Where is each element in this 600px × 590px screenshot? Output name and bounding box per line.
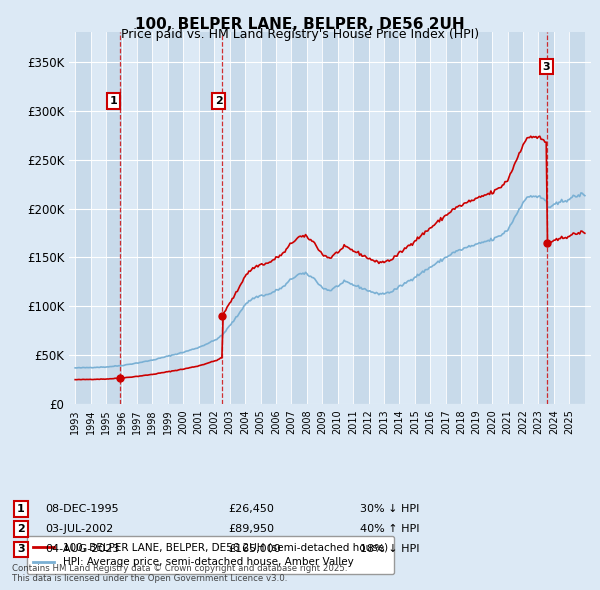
Text: 2: 2 (215, 96, 223, 106)
Text: 1: 1 (110, 96, 118, 106)
Text: 1: 1 (17, 504, 25, 514)
Text: 40% ↑ HPI: 40% ↑ HPI (360, 525, 419, 534)
Text: Price paid vs. HM Land Registry's House Price Index (HPI): Price paid vs. HM Land Registry's House … (121, 28, 479, 41)
Text: £89,950: £89,950 (228, 525, 274, 534)
Text: 18% ↓ HPI: 18% ↓ HPI (360, 545, 419, 554)
Text: 04-AUG-2023: 04-AUG-2023 (45, 545, 119, 554)
Text: 30% ↓ HPI: 30% ↓ HPI (360, 504, 419, 514)
Text: 3: 3 (17, 545, 25, 554)
Text: 03-JUL-2002: 03-JUL-2002 (45, 525, 113, 534)
Text: 2: 2 (17, 525, 25, 534)
Text: 3: 3 (542, 62, 550, 72)
Text: 100, BELPER LANE, BELPER, DE56 2UH: 100, BELPER LANE, BELPER, DE56 2UH (135, 17, 465, 31)
Text: 08-DEC-1995: 08-DEC-1995 (45, 504, 119, 514)
Text: Contains HM Land Registry data © Crown copyright and database right 2025.
This d: Contains HM Land Registry data © Crown c… (12, 563, 347, 583)
Legend: 100, BELPER LANE, BELPER, DE56 2UH (semi-detached house), HPI: Average price, se: 100, BELPER LANE, BELPER, DE56 2UH (semi… (27, 536, 394, 573)
Text: £26,450: £26,450 (228, 504, 274, 514)
Text: £165,000: £165,000 (228, 545, 281, 554)
